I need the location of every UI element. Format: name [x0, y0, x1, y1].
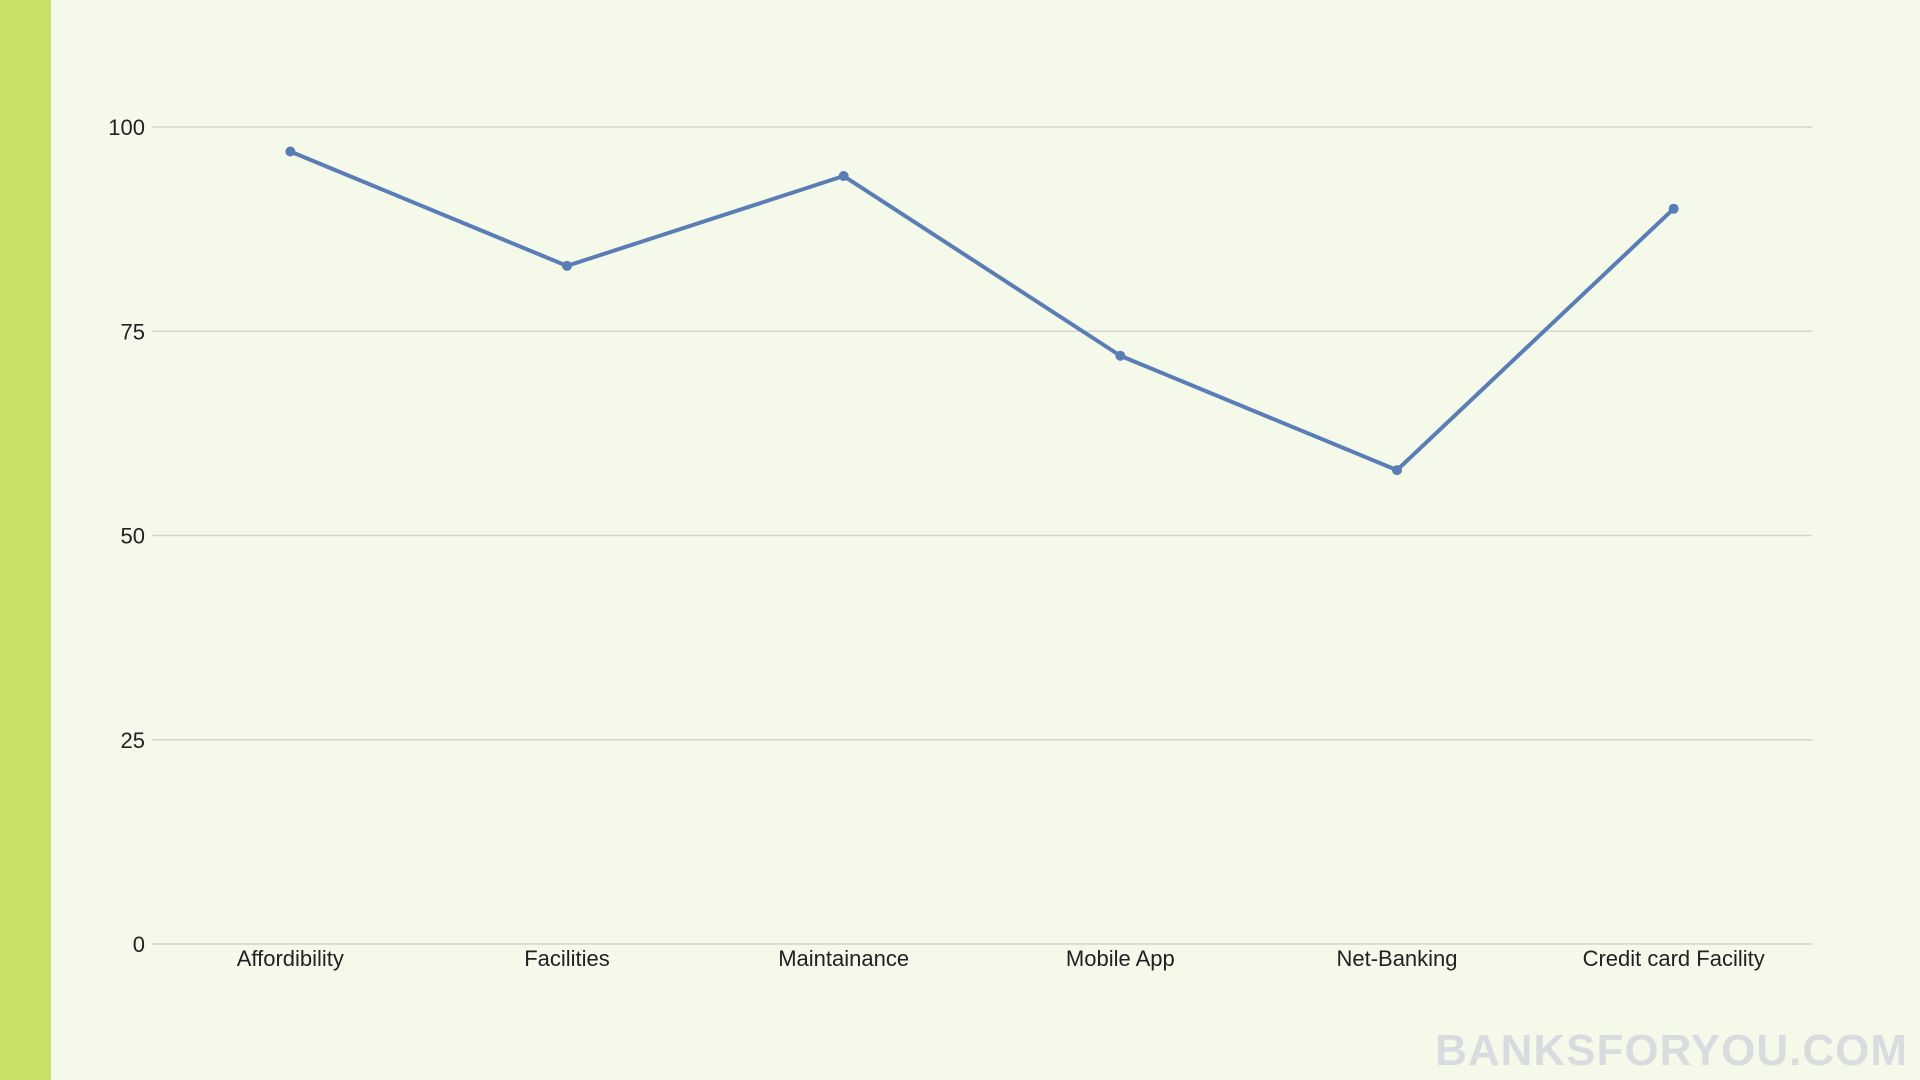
x-tick-label: Mobile App — [1066, 946, 1175, 971]
x-axis-tick-labels: Affordibility Facilities Maintainance Mobil… — [237, 946, 1765, 971]
data-point-4 — [1115, 350, 1126, 361]
watermark-text: BANKSFORYOU.COM — [1435, 1026, 1908, 1075]
data-point-5 — [1392, 465, 1402, 476]
y-axis-tick-labels: 0 25 50 75 100 — [108, 115, 145, 957]
data-point-6 — [1668, 203, 1679, 214]
data-point-1 — [285, 146, 296, 157]
y-tick-label: 25 — [121, 728, 145, 753]
x-tick-label: Affordibility — [237, 946, 344, 971]
y-tick-label: 100 — [108, 115, 145, 140]
data-point-2 — [562, 260, 572, 271]
series-layer — [285, 146, 1679, 476]
x-tick-label: Credit card Facility — [1583, 946, 1765, 971]
x-tick-label: Maintainance — [778, 946, 909, 971]
y-tick-label: 75 — [121, 319, 145, 344]
y-tick-label: 0 — [133, 932, 145, 957]
gridlines — [152, 126, 1812, 945]
x-tick-label: Net-Banking — [1336, 946, 1457, 971]
y-tick-label: 50 — [121, 524, 145, 549]
side-accent-strip — [0, 0, 51, 1080]
series-line — [288, 149, 1676, 473]
x-tick-label: Facilities — [524, 946, 610, 971]
data-point-3 — [838, 171, 849, 182]
